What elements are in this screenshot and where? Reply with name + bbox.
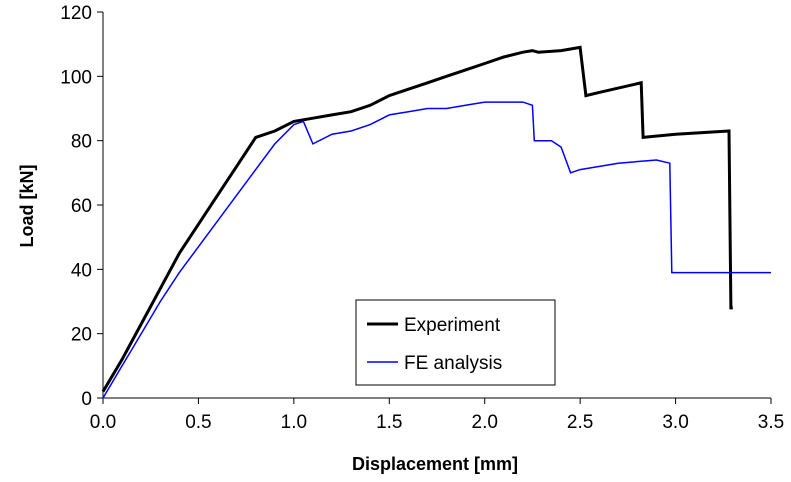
legend-label: Experiment	[404, 315, 501, 336]
axes: 0 20 40 60 80 100 120 0.0 0.5 1.0 1.5 2.0 2.5 3.0 3.5	[60, 3, 784, 433]
y-axis-title: Load [kN]	[17, 165, 37, 248]
y-tick-label: 0	[81, 389, 92, 410]
x-tick-label: 0.5	[185, 412, 211, 433]
y-tick-label: 80	[71, 132, 92, 153]
y-tick-label: 100	[60, 67, 92, 88]
x-tick-label: 2.5	[567, 412, 593, 433]
legend-label: FE analysis	[404, 353, 502, 374]
x-tick-label: 1.5	[376, 412, 402, 433]
x-tick-label: 3.5	[758, 412, 784, 433]
series-line-experiment	[101, 45, 733, 393]
x-axis-title: Displacement [mm]	[352, 454, 518, 474]
y-tick-label: 60	[71, 196, 92, 217]
y-tick-label: 40	[71, 260, 92, 281]
x-tick-label: 1.0	[281, 412, 307, 433]
legend-box	[355, 299, 556, 386]
series-layer	[101, 45, 771, 399]
legend: Experiment FE analysis	[355, 299, 556, 386]
x-tick-label: 0.0	[90, 412, 116, 433]
x-tick-label: 2.0	[472, 412, 498, 433]
series-line-fe-analysis	[102, 101, 771, 399]
y-tick-label: 120	[60, 3, 92, 24]
x-tick-label: 3.0	[662, 412, 688, 433]
y-tick-label: 20	[71, 325, 92, 346]
